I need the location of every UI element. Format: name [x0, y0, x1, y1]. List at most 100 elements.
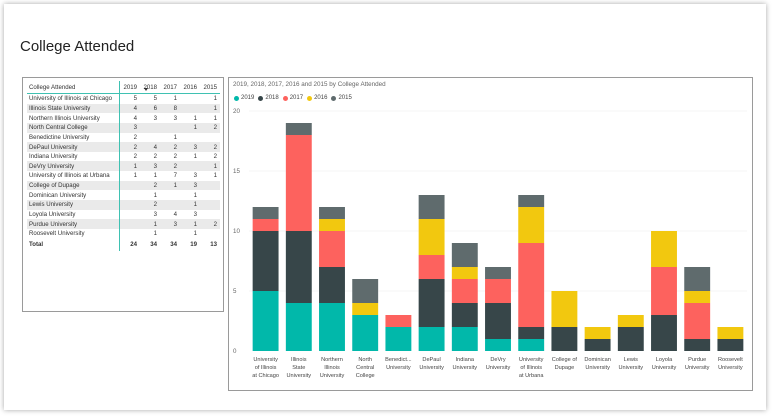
bar-segment-2018[interactable] [518, 327, 545, 339]
bar-segment-2017[interactable] [651, 267, 677, 315]
bar-segment-2016[interactable] [684, 291, 711, 303]
bar-segment-2016[interactable] [584, 327, 611, 339]
bar-segment-2017[interactable] [518, 243, 545, 327]
table-row[interactable]: Dominican University 1 1 [27, 190, 220, 201]
legend-item-2018[interactable]: 2018 [258, 95, 279, 101]
bar-segment-2018[interactable] [717, 339, 744, 351]
bar-segment-2016[interactable] [551, 291, 578, 327]
bar-segment-2019[interactable] [451, 327, 478, 351]
cell-2015 [200, 229, 220, 239]
bar-segment-2018[interactable] [285, 231, 312, 303]
column-header-2015[interactable]: 2015 [200, 81, 220, 94]
bar-segment-2015[interactable] [451, 243, 478, 267]
bar-segment-2016[interactable] [518, 207, 545, 243]
cell-2017: 3 [160, 219, 180, 229]
column-header-2018[interactable]: 2018 [140, 81, 160, 94]
bar-segment-2019[interactable] [319, 303, 345, 351]
bar-segment-2019[interactable] [285, 303, 312, 351]
table-row[interactable]: University of Illinois at Urbana 1 1 7 3 1 [27, 171, 220, 181]
cell-2018: 1 [140, 219, 160, 229]
table-row[interactable]: Benedictine University 2 1 [27, 132, 220, 143]
cell-2019 [119, 209, 140, 220]
bar-segment-2016[interactable] [418, 219, 445, 255]
column-header-2019[interactable]: 2019 [119, 81, 140, 94]
bar-segment-2018[interactable] [551, 327, 578, 351]
bar-segment-2015[interactable] [518, 195, 545, 207]
table-total-row[interactable]: Total 24 34 34 19 13 [27, 238, 220, 251]
bar-segment-2018[interactable] [617, 327, 644, 351]
page-title: College Attended [20, 38, 135, 55]
bar-segment-2019[interactable] [352, 315, 379, 351]
table-row[interactable]: Loyola University 3 4 3 [27, 209, 220, 220]
bar-segment-2018[interactable] [584, 339, 611, 351]
bar-segment-2018[interactable] [485, 303, 511, 339]
cell-2018 [140, 122, 160, 133]
bar-segment-2017[interactable] [451, 279, 478, 303]
bar-segment-2019[interactable] [385, 327, 412, 351]
table-row[interactable]: North Central College 3 1 2 [27, 122, 220, 133]
table-row[interactable]: College of Dupage 2 1 3 [27, 180, 220, 191]
x-axis-category-label: at Chicago [252, 373, 279, 379]
bar-segment-2017[interactable] [385, 315, 412, 327]
bar-segment-2016[interactable] [319, 219, 345, 231]
bar-segment-2017[interactable] [485, 279, 511, 303]
x-axis-category-label: North [358, 357, 372, 363]
bar-segment-2017[interactable] [285, 135, 312, 231]
cell-2017: 3 [173, 114, 177, 122]
table-row[interactable]: Illinois State University 4 6 8 1 [27, 103, 220, 114]
bar-segment-2019[interactable] [485, 339, 511, 351]
bar-segment-2018[interactable] [319, 267, 345, 303]
bar-segment-2018[interactable] [418, 279, 445, 327]
bar-segment-2015[interactable] [684, 267, 711, 291]
bar-segment-2016[interactable] [352, 303, 379, 315]
bar-segment-2015[interactable] [319, 207, 345, 219]
stacked-column-chart[interactable]: 2019, 2018, 2017, 2016 and 2015 by Colle… [228, 77, 753, 391]
legend-dot-icon [234, 95, 239, 101]
cell-2019: 1 [119, 161, 140, 172]
bar-segment-2016[interactable] [651, 231, 677, 267]
bar-segment-2015[interactable] [485, 267, 511, 279]
column-header-college[interactable]: College Attended [27, 81, 120, 94]
bar-segment-2019[interactable] [418, 327, 445, 351]
cell-2019: 2 [119, 151, 140, 162]
table-row[interactable]: DeVry University 1 3 2 1 [27, 161, 220, 172]
table-row[interactable]: Purdue University 1 3 1 2 [27, 219, 220, 229]
legend-item-2015[interactable]: 2015 [331, 95, 352, 101]
matrix-visual[interactable]: College Attended 2019 2018 2017 2016 201… [22, 77, 224, 312]
bar-segment-2016[interactable] [617, 315, 644, 327]
sort-descending-icon[interactable] [144, 88, 148, 91]
table-row[interactable]: Lewis University 2 1 [27, 200, 220, 210]
bar-segment-2016[interactable] [717, 327, 744, 339]
bar-segment-2017[interactable] [252, 219, 279, 231]
cell-2018 [140, 133, 160, 143]
legend-item-2019[interactable]: 2019 [234, 95, 254, 101]
table-row[interactable]: Indiana University 2 2 2 1 2 [27, 151, 220, 162]
column-header-2017[interactable]: 2017 [160, 81, 180, 94]
column-header-2016[interactable]: 2016 [180, 81, 200, 94]
table-row[interactable]: DePaul University 2 4 2 3 2 [27, 142, 220, 152]
cell-2019: 5 [119, 93, 140, 104]
bar-segment-2018[interactable] [684, 339, 711, 351]
bar-segment-2015[interactable] [285, 123, 312, 135]
bar-segment-2018[interactable] [451, 303, 478, 327]
bar-segment-2018[interactable] [252, 231, 279, 291]
x-axis-category-label: University [685, 365, 710, 371]
bar-segment-2017[interactable] [319, 231, 345, 267]
legend-item-2017[interactable]: 2017 [282, 95, 303, 101]
bar-segment-2015[interactable] [418, 195, 445, 219]
cell-2017: 1 [173, 133, 177, 141]
bar-segment-2015[interactable] [252, 207, 279, 219]
table-row[interactable]: Roosevelt University 1 1 [27, 228, 220, 239]
bar-segment-2019[interactable] [518, 339, 545, 351]
bar-segment-2015[interactable] [352, 279, 379, 303]
table-row[interactable]: Northern Illinois University 4 3 3 1 1 [27, 113, 220, 123]
table-row[interactable]: University of Illinois at Chicago 5 5 1 1 [27, 93, 220, 104]
legend-item-2016[interactable]: 2016 [307, 95, 327, 101]
row-college-name: Lewis University [27, 200, 120, 210]
bar-segment-2017[interactable] [684, 303, 711, 339]
bar-segment-2019[interactable] [252, 291, 279, 351]
bar-segment-2017[interactable] [418, 255, 445, 279]
bar-segment-2016[interactable] [451, 267, 478, 279]
x-axis-category-label: University [386, 365, 411, 371]
bar-segment-2018[interactable] [651, 315, 677, 351]
